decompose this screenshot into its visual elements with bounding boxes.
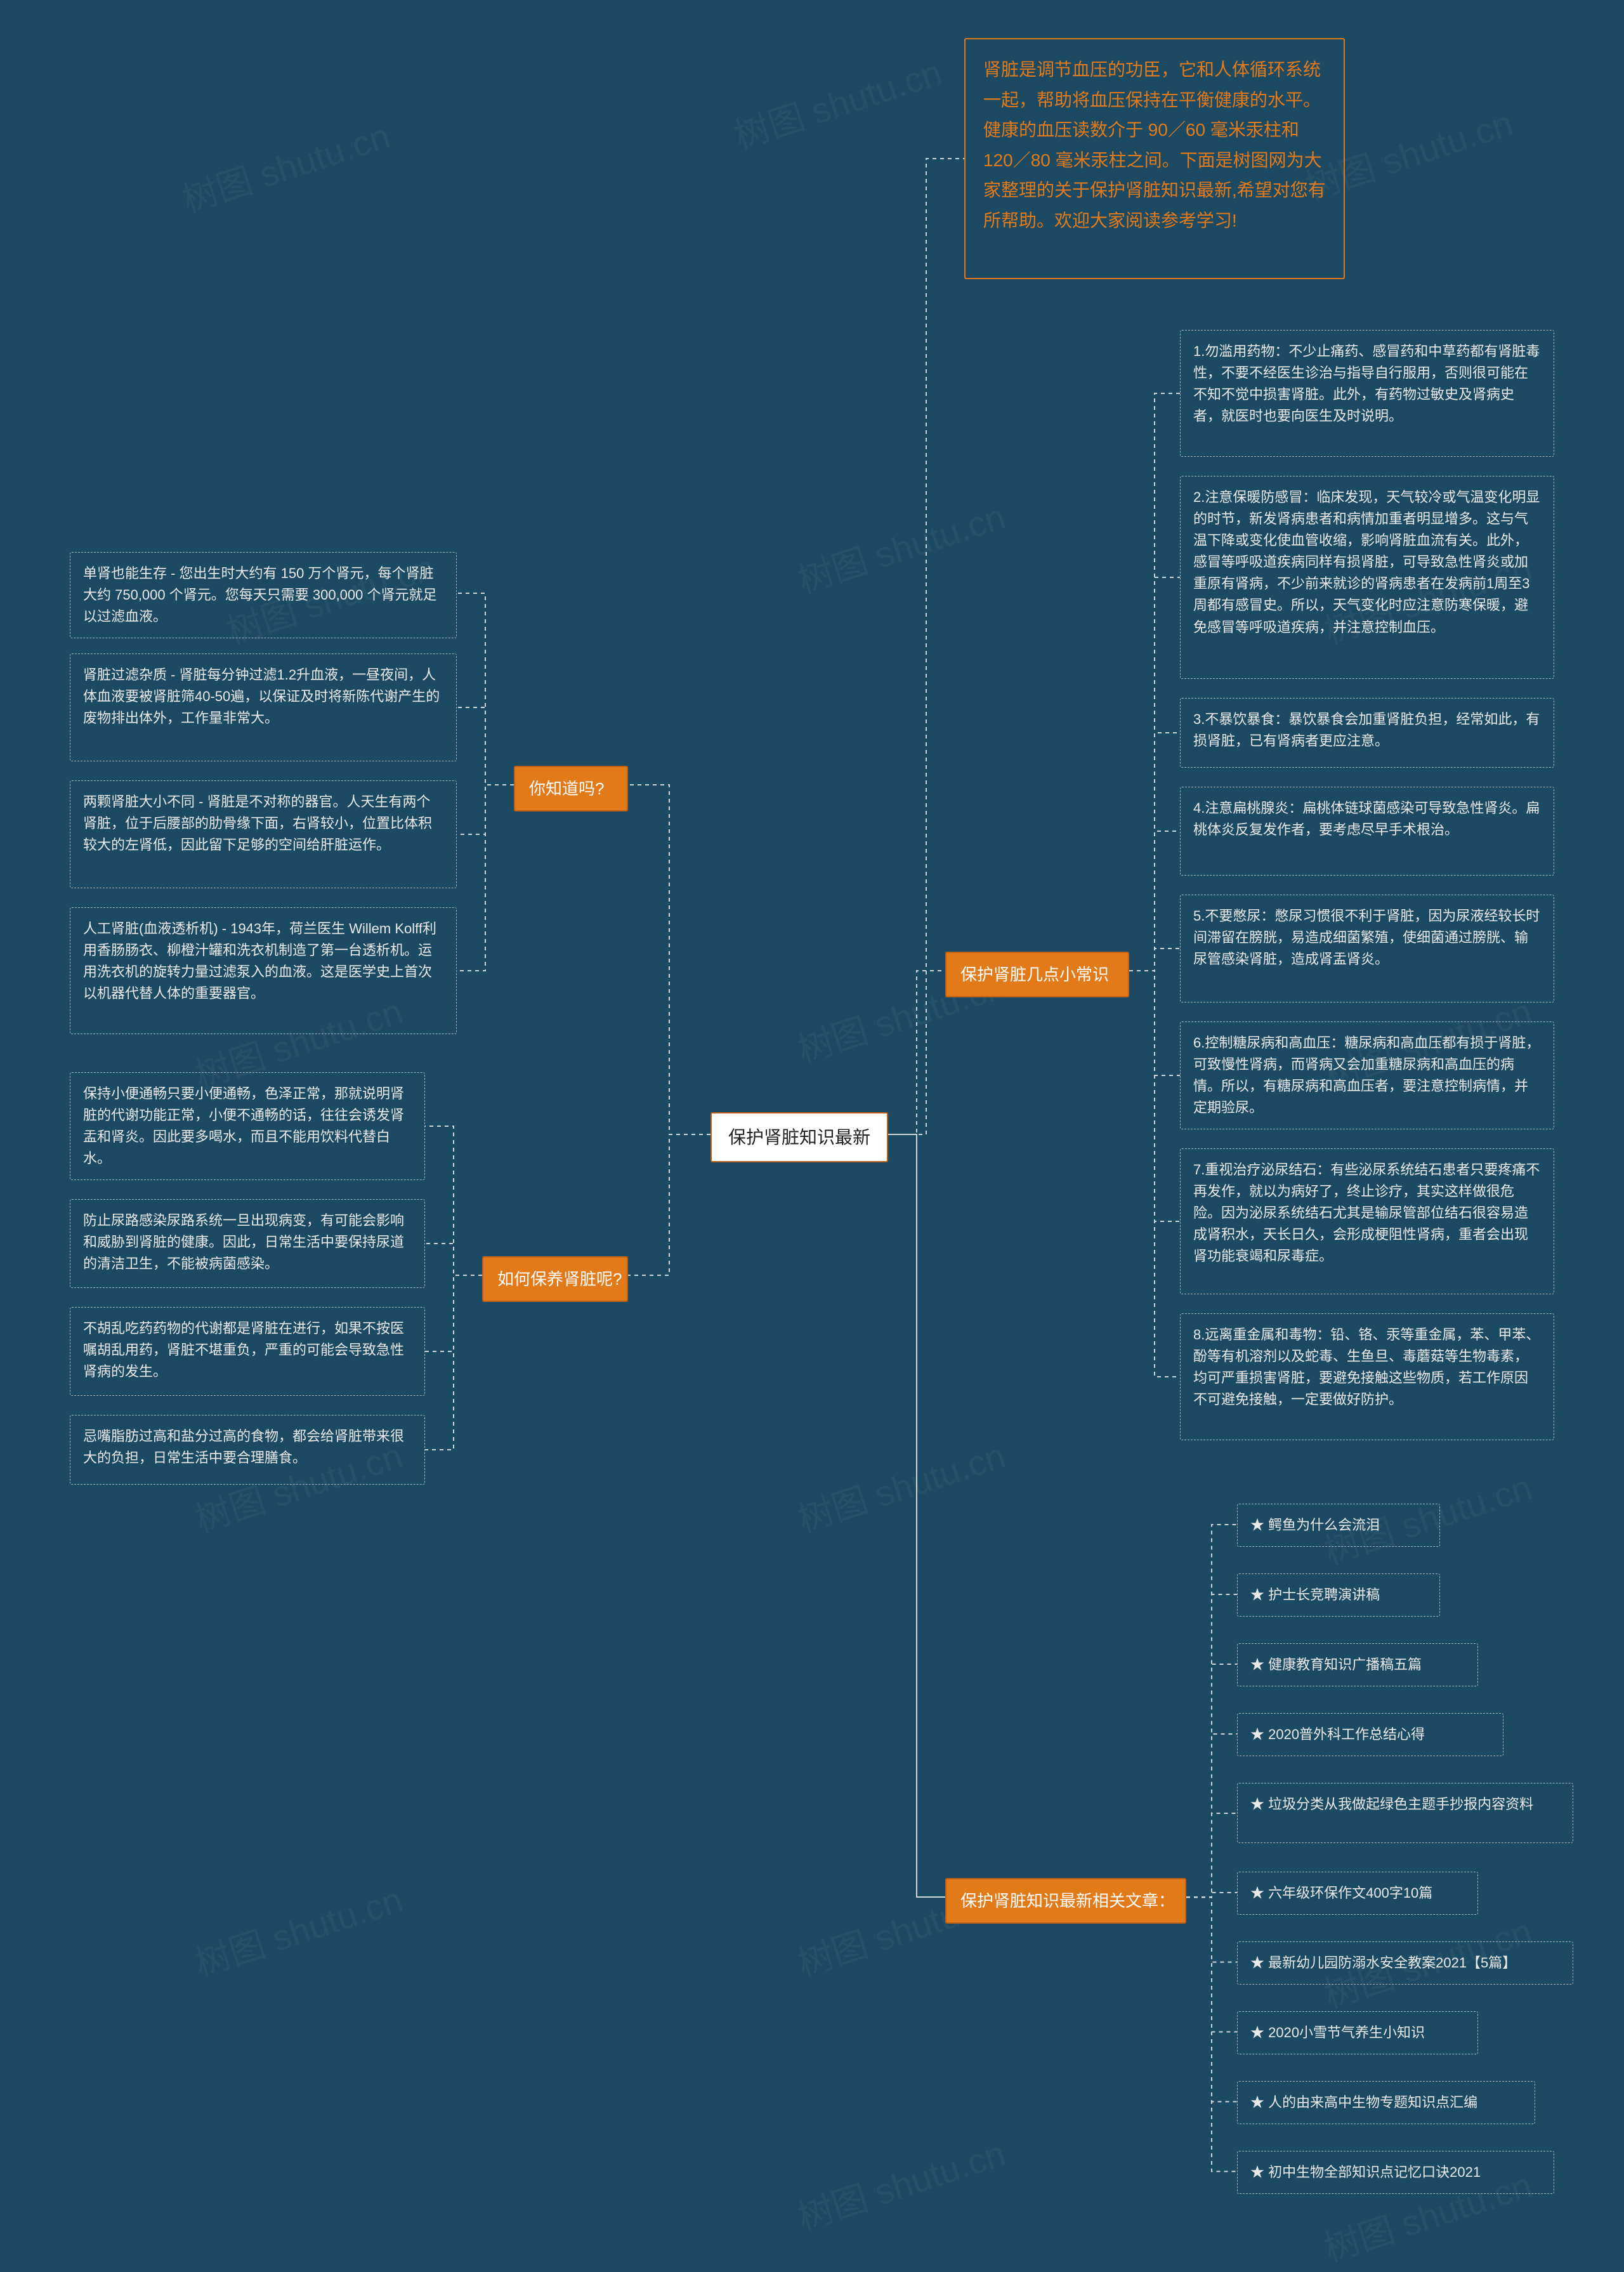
watermark: 树图 shutu.cn xyxy=(175,108,396,223)
leaf-t4: 4.注意扁桃腺炎：扁桃体链球菌感染可导致急性肾炎。扁桃体炎反复发作者，要考虑尽早… xyxy=(1180,787,1554,876)
watermark: 树图 shutu.cn xyxy=(790,2125,1011,2241)
leaf-r6: ★ 六年级环保作文400字10篇 xyxy=(1237,1872,1478,1915)
leaf-t7: 7.重视治疗泌尿结石：有些泌尿系统结石患者只要疼痛不再发作，就以为病好了，终止诊… xyxy=(1180,1148,1554,1294)
mindmap-canvas: 树图 shutu.cn 树图 shutu.cn 树图 shutu.cn 树图 shut… xyxy=(0,0,1624,2272)
leaf-t1: 1.勿滥用药物：不少止痛药、感冒药和中草药都有肾脏毒性，不要不经医生诊治与指导自… xyxy=(1180,330,1554,457)
leaf-k1: 单肾也能生存 - 您出生时大约有 150 万个肾元，每个肾脏大约 750,000… xyxy=(70,552,457,638)
leaf-r1: ★ 鳄鱼为什么会流泪 xyxy=(1237,1504,1440,1547)
leaf-r7: ★ 最新幼儿园防溺水安全教案2021【5篇】 xyxy=(1237,1941,1573,1985)
leaf-t8: 8.远离重金属和毒物：铅、铬、汞等重金属，苯、甲苯、酚等有机溶剂以及蛇毒、生鱼旦… xyxy=(1180,1313,1554,1440)
leaf-r10: ★ 初中生物全部知识点记忆口诀2021 xyxy=(1237,2151,1554,2194)
leaf-h1: 保持小便通畅只要小便通畅，色泽正常，那就说明肾脏的代谢功能正常，小便不通畅的话，… xyxy=(70,1072,425,1180)
branch-tips: 保护肾脏几点小常识 xyxy=(945,952,1129,997)
leaf-h2: 防止尿路感染尿路系统一旦出现病变，有可能会影响和威胁到肾脏的健康。因此，日常生活… xyxy=(70,1199,425,1288)
leaf-r4: ★ 2020普外科工作总结心得 xyxy=(1237,1713,1503,1756)
watermark: 树图 shutu.cn xyxy=(790,1428,1011,1543)
branch-know: 你知道吗? xyxy=(514,766,628,811)
leaf-k4: 人工肾脏(血液透析机) - 1943年，荷兰医生 Willem Kolff利用香… xyxy=(70,907,457,1034)
branch-intro: 肾脏是调节血压的功臣，它和人体循环系统一起，帮助将血压保持在平衡健康的水平。健康… xyxy=(964,38,1345,279)
watermark: 树图 shutu.cn xyxy=(790,489,1011,604)
leaf-h4: 忌嘴脂肪过高和盐分过高的食物，都会给肾脏带来很大的负担，日常生活中要合理膳食。 xyxy=(70,1415,425,1485)
leaf-r2: ★ 护士长竞聘演讲稿 xyxy=(1237,1573,1440,1617)
leaf-k2: 肾脏过滤杂质 - 肾脏每分钟过滤1.2升血液，一昼夜间，人体血液要被肾脏筛40-… xyxy=(70,653,457,761)
center-node: 保护肾脏知识最新 xyxy=(710,1112,888,1162)
leaf-t6: 6.控制糖尿病和高血压：糖尿病和高血压都有损于肾脏，可致慢性肾病，而肾病又会加重… xyxy=(1180,1021,1554,1129)
leaf-r3: ★ 健康教育知识广播稿五篇 xyxy=(1237,1643,1478,1686)
watermark: 树图 shutu.cn xyxy=(188,1872,409,1987)
leaf-h3: 不胡乱吃药药物的代谢都是肾脏在进行，如果不按医嘱胡乱用药，肾脏不堪重负，严重的可… xyxy=(70,1307,425,1396)
branch-related: 保护肾脏知识最新相关文章： xyxy=(945,1878,1186,1924)
leaf-t3: 3.不暴饮暴食：暴饮暴食会加重肾脏负担，经常如此，有损肾脏，已有肾病者更应注意。 xyxy=(1180,698,1554,768)
leaf-t5: 5.不要憋尿：憋尿习惯很不利于肾脏，因为尿液经较长时间滞留在膀胱，易造成细菌繁殖… xyxy=(1180,895,1554,1002)
leaf-r8: ★ 2020小雪节气养生小知识 xyxy=(1237,2011,1478,2054)
branch-how: 如何保养肾脏呢? xyxy=(482,1256,628,1302)
watermark: 树图 shutu.cn xyxy=(727,44,948,160)
leaf-t2: 2.注意保暖防感冒：临床发现，天气较冷或气温变化明显的时节，新发肾病患者和病情加… xyxy=(1180,476,1554,679)
leaf-r5: ★ 垃圾分类从我做起绿色主题手抄报内容资料 xyxy=(1237,1783,1573,1843)
leaf-r9: ★ 人的由来高中生物专题知识点汇编 xyxy=(1237,2081,1535,2124)
leaf-k3: 两颗肾脏大小不同 - 肾脏是不对称的器官。人天生有两个肾脏，位于后腰部的肋骨缘下… xyxy=(70,780,457,888)
